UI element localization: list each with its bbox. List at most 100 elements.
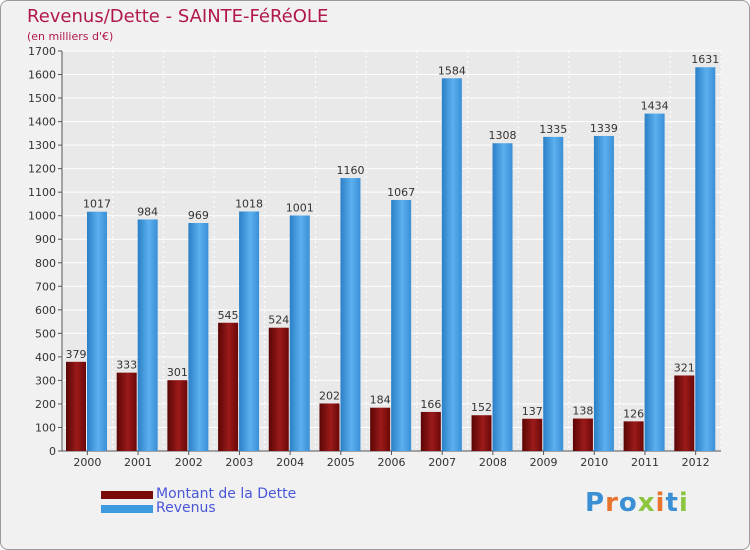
- data-label-revenus-2008: 1308: [489, 129, 517, 142]
- bar-dette-2009: [522, 418, 543, 451]
- bar-dette-2001: [116, 372, 137, 451]
- x-tick-label-2005: 2005: [327, 456, 355, 469]
- bar-dette-2004: [268, 327, 289, 451]
- x-tick-label-2008: 2008: [479, 456, 507, 469]
- y-tick-label: 700: [35, 280, 56, 293]
- bar-dette-2012: [674, 375, 695, 451]
- bar-revenus-2012: [695, 67, 716, 451]
- bar-revenus-2009: [543, 136, 564, 451]
- bar-revenus-2011: [644, 113, 665, 452]
- data-label-revenus-2002: 969: [188, 209, 209, 222]
- data-label-revenus-2005: 1160: [336, 164, 364, 177]
- bar-dette-2005: [319, 403, 340, 451]
- y-tick-label: 0: [49, 445, 56, 458]
- x-tick-label-2007: 2007: [428, 456, 456, 469]
- bar-dette-2011: [623, 421, 644, 451]
- y-tick-label: 1300: [28, 139, 56, 152]
- y-tick-label: 1100: [28, 186, 56, 199]
- data-label-dette-2006: 184: [370, 394, 391, 407]
- chart-title: Revenus/Dette - SAINTE-FéRéOLE: [27, 6, 329, 27]
- bar-revenus-2006: [391, 199, 412, 451]
- bar-dette-2007: [420, 411, 441, 451]
- logo-letter: t: [665, 488, 679, 518]
- data-label-revenus-2004: 1001: [286, 201, 314, 214]
- data-label-revenus-2011: 1434: [641, 100, 669, 113]
- bar-revenus-2003: [239, 211, 260, 451]
- y-tick-label: 200: [35, 398, 56, 411]
- y-tick-label: 900: [35, 233, 56, 246]
- bar-dette-2003: [218, 322, 239, 451]
- legend-label-dette: Montant de la Dette: [156, 486, 297, 502]
- data-label-revenus-2007: 1584: [438, 64, 466, 77]
- bar-dette-2008: [471, 415, 492, 451]
- logo-letter: r: [605, 488, 619, 518]
- data-label-dette-2000: 379: [66, 348, 87, 361]
- bar-revenus-2002: [188, 223, 209, 451]
- y-tick-label: 1400: [28, 116, 56, 129]
- x-tick-label-2001: 2001: [124, 456, 152, 469]
- data-label-dette-2012: 321: [674, 361, 695, 374]
- data-label-revenus-2001: 984: [137, 205, 158, 218]
- bar-revenus-2000: [87, 211, 107, 451]
- y-tick-label: 500: [35, 327, 56, 340]
- data-label-dette-2005: 202: [319, 389, 340, 402]
- chart-subtitle: (en milliers d'€): [27, 30, 114, 43]
- data-label-dette-2010: 138: [572, 405, 593, 418]
- legend-label-revenus: Revenus: [156, 500, 216, 516]
- y-tick-label: 100: [35, 421, 56, 434]
- data-label-dette-2009: 137: [522, 405, 543, 418]
- logo-letter: P: [585, 488, 606, 518]
- label-layer: 0 100 200 300 400 500 600 700 800 900 1000 1100 1200…: [28, 45, 719, 469]
- data-label-revenus-2010: 1339: [590, 122, 618, 135]
- bar-revenus-2007: [441, 78, 462, 451]
- data-label-revenus-2003: 1018: [235, 197, 263, 210]
- x-tick-label-2006: 2006: [378, 456, 406, 469]
- x-tick-label-2010: 2010: [580, 456, 608, 469]
- bar-dette-2006: [370, 407, 391, 451]
- y-tick-label: 400: [35, 351, 56, 364]
- x-tick-label-2011: 2011: [631, 456, 659, 469]
- data-label-revenus-2006: 1067: [387, 186, 415, 199]
- bar-revenus-2005: [340, 178, 361, 451]
- y-tick-label: 1000: [28, 210, 56, 223]
- logo-letter: o: [618, 488, 638, 518]
- data-label-dette-2003: 545: [218, 309, 239, 322]
- data-label-dette-2007: 166: [420, 398, 441, 411]
- y-tick-label: 800: [35, 257, 56, 270]
- y-tick-label: 1600: [28, 69, 56, 82]
- bar-revenus-2004: [289, 215, 310, 451]
- y-tick-label: 600: [35, 304, 56, 317]
- y-tick-label: 1200: [28, 163, 56, 176]
- proxiti-logo: Proxiti: [585, 488, 689, 518]
- bar-dette-2000: [66, 361, 86, 451]
- bar-dette-2010: [572, 418, 593, 451]
- legend-swatch-revenus: [101, 505, 153, 513]
- logo-letter: x: [637, 488, 656, 518]
- x-tick-label-2012: 2012: [682, 456, 710, 469]
- y-tick-label: 1700: [28, 45, 56, 58]
- logo-letter: i: [655, 488, 666, 518]
- bar-dette-2002: [167, 380, 188, 451]
- data-label-dette-2002: 301: [167, 366, 188, 379]
- x-tick-label-2002: 2002: [175, 456, 203, 469]
- data-label-dette-2004: 524: [268, 314, 289, 327]
- bar-revenus-2008: [492, 143, 513, 451]
- data-label-dette-2001: 333: [116, 359, 137, 372]
- data-label-dette-2008: 152: [471, 401, 492, 414]
- x-tick-label-2009: 2009: [530, 456, 558, 469]
- data-label-revenus-2000: 1017: [83, 198, 111, 211]
- data-label-revenus-2012: 1631: [691, 53, 719, 66]
- y-tick-label: 1500: [28, 92, 56, 105]
- x-tick-label-2000: 2000: [73, 456, 101, 469]
- y-tick-label: 300: [35, 374, 56, 387]
- x-tick-label-2003: 2003: [225, 456, 253, 469]
- logo-letter: i: [678, 488, 689, 518]
- bar-revenus-2010: [593, 135, 614, 452]
- data-label-dette-2011: 126: [623, 407, 644, 420]
- bar-layer: [66, 67, 716, 452]
- legend-swatch-dette: [101, 491, 153, 499]
- data-label-revenus-2009: 1335: [539, 123, 567, 136]
- bar-revenus-2001: [137, 219, 158, 451]
